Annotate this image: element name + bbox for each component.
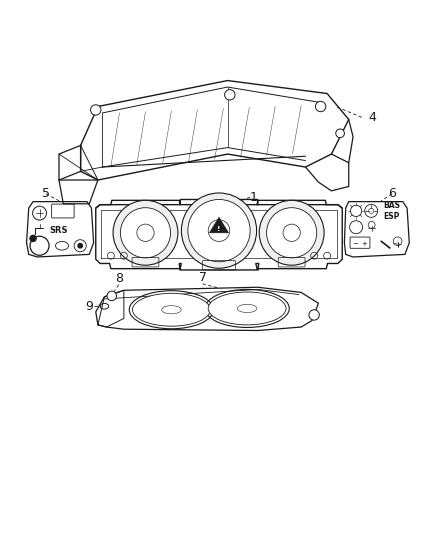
Circle shape [315, 101, 326, 112]
Text: 8: 8 [115, 272, 123, 285]
Text: 4: 4 [368, 111, 376, 124]
Text: 5: 5 [42, 187, 50, 200]
Circle shape [78, 244, 82, 248]
Text: 9: 9 [86, 300, 94, 313]
Circle shape [113, 200, 178, 265]
Circle shape [259, 200, 324, 265]
Circle shape [336, 129, 344, 138]
Circle shape [120, 208, 170, 258]
Text: −: − [352, 241, 358, 247]
Ellipse shape [208, 292, 286, 325]
Polygon shape [209, 217, 229, 233]
Text: BAS
ESP: BAS ESP [383, 201, 400, 221]
Circle shape [267, 208, 317, 258]
Ellipse shape [133, 293, 210, 326]
Circle shape [107, 291, 117, 301]
Text: 7: 7 [198, 271, 207, 284]
Circle shape [188, 199, 250, 262]
Circle shape [309, 310, 319, 320]
Text: +: + [362, 241, 367, 247]
Circle shape [225, 90, 235, 100]
Circle shape [91, 105, 101, 115]
Circle shape [30, 236, 36, 241]
Text: 6: 6 [388, 187, 396, 200]
Text: 1: 1 [250, 191, 258, 204]
Circle shape [181, 193, 257, 268]
Text: SRS: SRS [49, 226, 67, 235]
Text: !: ! [217, 227, 221, 232]
